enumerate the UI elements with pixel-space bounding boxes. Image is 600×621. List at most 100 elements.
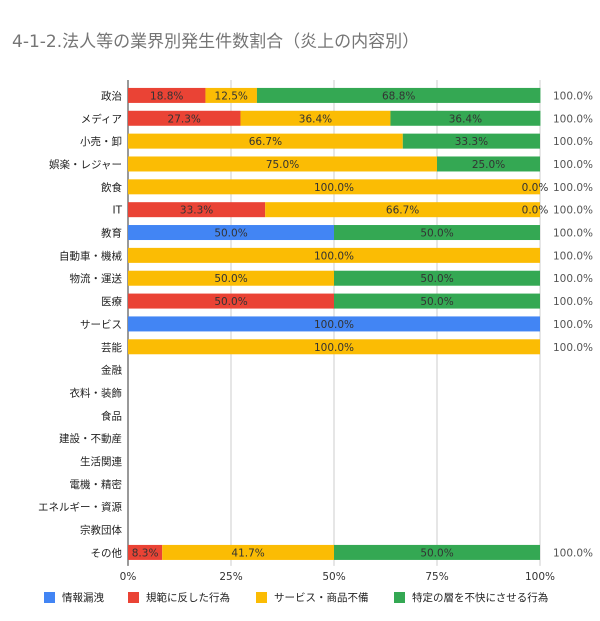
bar-segment bbox=[334, 293, 540, 309]
bar-segment bbox=[128, 270, 334, 286]
bar-segment bbox=[128, 316, 540, 332]
total-label: 100.0% bbox=[553, 205, 593, 217]
category-label: 医療 bbox=[101, 295, 122, 308]
data-label: 100.0% bbox=[314, 250, 354, 262]
legend-label: 情報漏洩 bbox=[62, 591, 104, 604]
data-label: 100.0% bbox=[314, 342, 354, 354]
category-label: 宗教団体 bbox=[80, 524, 122, 537]
data-label: 27.3% bbox=[168, 113, 201, 125]
data-label: 100.0% bbox=[314, 182, 354, 194]
category-label: 自動車・機械 bbox=[59, 249, 122, 262]
category-label: 娯楽・レジャー bbox=[49, 158, 122, 171]
data-label: 50.0% bbox=[214, 296, 247, 308]
total-label: 100.0% bbox=[553, 296, 593, 308]
data-label: 50.0% bbox=[420, 296, 453, 308]
data-label: 50.0% bbox=[420, 547, 453, 559]
x-axis-ticks: 0% 25% 50% 75% 100% bbox=[120, 571, 555, 583]
total-label: 100.0% bbox=[553, 113, 593, 125]
total-label: 100.0% bbox=[553, 228, 593, 240]
category-label: サービス bbox=[80, 319, 122, 331]
category-label: メディア bbox=[81, 112, 122, 125]
bar-segment bbox=[128, 156, 437, 172]
bar-segment bbox=[128, 339, 540, 355]
data-label: 100.0% bbox=[314, 319, 354, 331]
bar-segment bbox=[265, 202, 540, 218]
data-label: 41.7% bbox=[231, 547, 264, 559]
bar-segment bbox=[334, 225, 540, 241]
category-label: 教育 bbox=[101, 227, 122, 240]
x-tick-label: 0% bbox=[120, 571, 137, 583]
x-tick-label: 50% bbox=[322, 571, 345, 583]
legend-swatch bbox=[256, 592, 267, 603]
bar-segment bbox=[128, 544, 163, 560]
category-label: 飲食 bbox=[101, 181, 122, 194]
bar-segment bbox=[128, 110, 241, 126]
category-label: 食品 bbox=[101, 409, 122, 422]
category-label: エネルギー・資源 bbox=[38, 501, 122, 514]
bars: 18.8% 12.5% 68.8% 100.0% 27.3% 36.4% 36.4% 100.… bbox=[128, 87, 593, 560]
total-label: 100.0% bbox=[553, 342, 593, 354]
bar-segment bbox=[128, 225, 334, 241]
bar-segment bbox=[162, 544, 334, 560]
total-label: 100.0% bbox=[553, 547, 593, 559]
x-tick-label: 25% bbox=[219, 571, 242, 583]
x-tick-label: 100% bbox=[525, 571, 555, 583]
category-label: 建設・不動産 bbox=[59, 432, 122, 445]
bar-segment bbox=[437, 156, 540, 172]
bar-segment bbox=[128, 133, 403, 149]
data-label: 50.0% bbox=[214, 228, 247, 240]
category-label: 衣料・装飾 bbox=[70, 386, 123, 399]
bar-segment bbox=[128, 293, 334, 309]
data-label: 50.0% bbox=[420, 228, 453, 240]
category-label: その他 bbox=[91, 546, 123, 559]
total-label: 100.0% bbox=[553, 250, 593, 262]
data-label: 0.0% bbox=[522, 182, 549, 194]
bar-segment bbox=[256, 87, 541, 103]
legend-swatch bbox=[44, 592, 55, 603]
bar-segment bbox=[334, 270, 540, 286]
data-label: 33.3% bbox=[180, 205, 213, 217]
total-label: 100.0% bbox=[553, 136, 593, 148]
data-label: 50.0% bbox=[420, 273, 453, 285]
category-label: 芸能 bbox=[101, 341, 122, 354]
legend-label: サービス・商品不備 bbox=[274, 591, 369, 604]
legend-swatch bbox=[128, 592, 139, 603]
data-label: 8.3% bbox=[132, 547, 159, 559]
legend: 情報漏洩 規範に反した行為 サービス・商品不備 特定の層を不快にさせる行為 bbox=[44, 591, 548, 604]
category-label: 生活関連 bbox=[80, 455, 122, 468]
total-label: 100.0% bbox=[553, 319, 593, 331]
bar-segment bbox=[205, 87, 257, 103]
data-label: 25.0% bbox=[472, 159, 505, 171]
category-label: 政治 bbox=[101, 89, 122, 102]
total-label: 100.0% bbox=[553, 90, 593, 102]
bar-segment bbox=[390, 110, 541, 126]
data-label: 50.0% bbox=[214, 273, 247, 285]
category-label: IT bbox=[112, 205, 122, 217]
total-label: 100.0% bbox=[553, 182, 593, 194]
bar-segment bbox=[128, 87, 206, 103]
data-label: 66.7% bbox=[386, 205, 419, 217]
legend-label: 特定の層を不快にさせる行為 bbox=[412, 591, 548, 604]
bar-segment bbox=[128, 179, 540, 195]
data-label: 18.8% bbox=[150, 90, 183, 102]
x-tick-label: 75% bbox=[425, 571, 448, 583]
data-label: 75.0% bbox=[266, 159, 299, 171]
data-label: 68.8% bbox=[382, 90, 415, 102]
data-label: 12.5% bbox=[215, 90, 248, 102]
data-label: 36.4% bbox=[299, 113, 332, 125]
data-label: 36.4% bbox=[449, 113, 482, 125]
data-label: 66.7% bbox=[249, 136, 282, 148]
category-label: 小売・卸 bbox=[80, 135, 122, 148]
category-label: 金融 bbox=[101, 364, 122, 377]
bar-segment bbox=[128, 202, 266, 218]
legend-label: 規範に反した行為 bbox=[146, 591, 230, 604]
chart-title: 4-1-2.法人等の業界別発生件数割合（炎上の内容別） bbox=[12, 32, 419, 52]
bar-segment bbox=[334, 544, 540, 560]
bar-segment bbox=[128, 247, 540, 263]
category-label: 電機・精密 bbox=[70, 478, 123, 491]
data-label: 33.3% bbox=[455, 136, 488, 148]
bar-segment bbox=[402, 133, 540, 149]
